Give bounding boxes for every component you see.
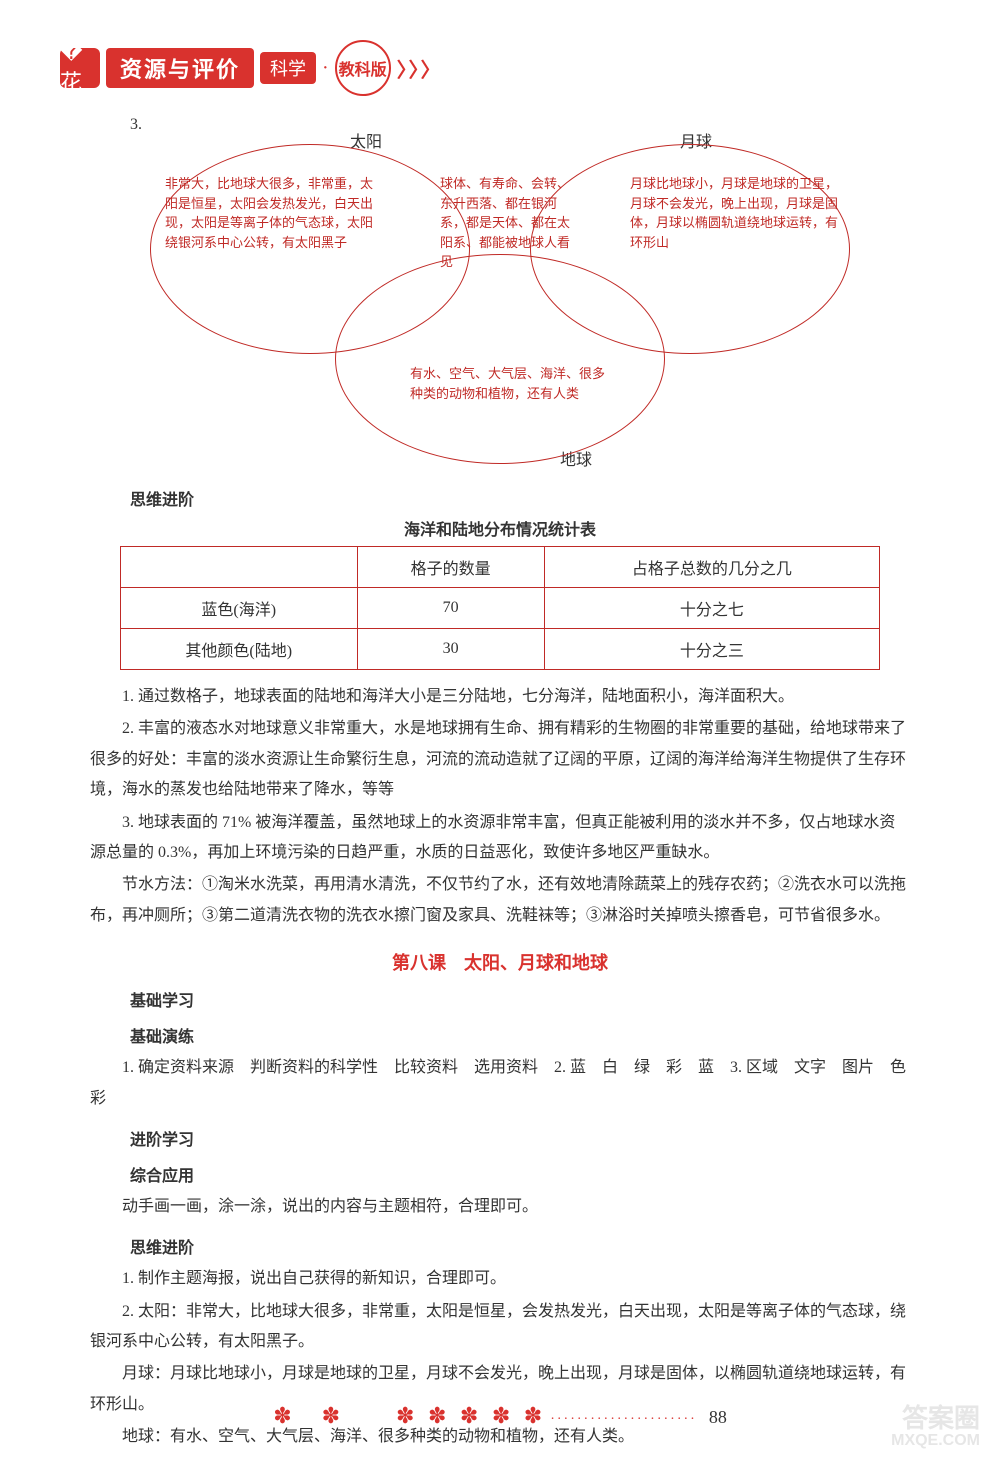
venn-diagram: 太阳 月球 地球 非常大，比地球大很多，非常重，太阳是恒星，太阳会发热发光，白天… [140,134,860,474]
brand-title: 资源与评价 [106,48,254,88]
paragraph: 节水方法：①淘米水洗菜，再用清水清洗，不仅节约了水，还有效地清除蔬菜上的残存农药… [90,870,910,931]
table-header-cell [121,547,358,588]
table-row: 格子的数量 占格子总数的几分之几 [121,547,880,588]
venn-text-center: 球体、有寿命、会转、东升西落、都在银河系，都是天体、都在太阳系、都能被地球人看见 [440,174,570,272]
stat-table: 格子的数量 占格子总数的几分之几 蓝色(海洋) 70 十分之七 其他颜色(陆地)… [120,546,880,670]
question-3-label: 3. [130,116,940,134]
table-title: 海洋和陆地分布情况统计表 [60,516,940,540]
paragraph: 1. 确定资料来源 判断资料的科学性 比较资料 选用资料 2. 蓝 白 绿 彩 … [90,1053,910,1114]
heading-comprehensive: 综合应用 [130,1162,940,1186]
paragraph: 2. 丰富的液态水对地球意义非常重大，水是地球拥有生命、拥有精彩的生物圈的非常重… [90,714,910,805]
heading-thinking-advance-2: 思维进阶 [130,1234,940,1258]
lesson-title: 第八课 太阳、月球和地球 [60,949,940,975]
table-header-cell: 格子的数量 [357,547,544,588]
venn-text-sun: 非常大，比地球大很多，非常重，太阳是恒星，太阳会发热发光，白天出现，太阳是等离子… [165,174,375,252]
venn-circle-earth [335,254,665,464]
page-footer: ✽ ✽ ✽ ✽ ✽ ✽ ✽ ······················ 88 [0,1398,1000,1430]
heading-thinking-advance: 思维进阶 [130,486,940,510]
venn-text-earth: 有水、空气、大气层、海洋、很多种类的动物和植物，还有人类 [410,364,610,403]
table-cell: 蓝色(海洋) [121,588,358,629]
table-cell: 70 [357,588,544,629]
dot-sep: · [322,57,329,80]
venn-text-moon: 月球比地球小，月球是地球的卫星，月球不会发光，晚上出现，月球是固体，月球以椭圆轨… [630,174,840,252]
watermark-line: MXQE.COM [891,1432,980,1450]
paragraph: 2. 太阳：非常大，比地球大很多，非常重，太阳是恒星，会发热发光，白天出现，太阳… [90,1297,910,1358]
heading-basic-practice: 基础演练 [130,1023,940,1047]
paragraph: 3. 地球表面的 71% 被海洋覆盖，虽然地球上的水资源非常丰富，但真正能被利用… [90,808,910,869]
table-cell: 十分之三 [544,629,879,670]
table-row: 蓝色(海洋) 70 十分之七 [121,588,880,629]
paragraph: 动手画一画，涂一涂，说出的内容与主题相符，合理即可。 [90,1192,910,1222]
table-header-cell: 占格子总数的几分之几 [544,547,879,588]
watermark-line: 答案圈 [891,1404,980,1433]
star-icon: ✽ ✽ ✽ ✽ ✽ ✽ ✽ [273,1403,546,1428]
page-number: 88 [709,1407,727,1427]
table-row: 其他颜色(陆地) 30 十分之三 [121,629,880,670]
logo-icon: �花 [60,48,100,88]
page-header: �花 资源与评价 科学 · 教科版 〉〉〉 [60,40,940,96]
edition-badge: 教科版 [335,40,391,96]
table-cell: 30 [357,629,544,670]
arrow-icon: 〉〉〉 [397,54,443,83]
paragraph: 1. 制作主题海报，说出自己获得的新知识，合理即可。 [90,1264,910,1294]
heading-advance-study: 进阶学习 [130,1126,940,1150]
table-cell: 其他颜色(陆地) [121,629,358,670]
heading-basic-study: 基础学习 [130,987,940,1011]
subject-label: 科学 [260,52,316,84]
table-cell: 十分之七 [544,588,879,629]
paragraph: 1. 通过数格子，地球表面的陆地和海洋大小是三分陆地，七分海洋，陆地面积小，海洋… [90,682,910,712]
watermark: 答案圈 MXQE.COM [891,1404,980,1450]
dots-decoration: ······················ [550,1412,697,1427]
